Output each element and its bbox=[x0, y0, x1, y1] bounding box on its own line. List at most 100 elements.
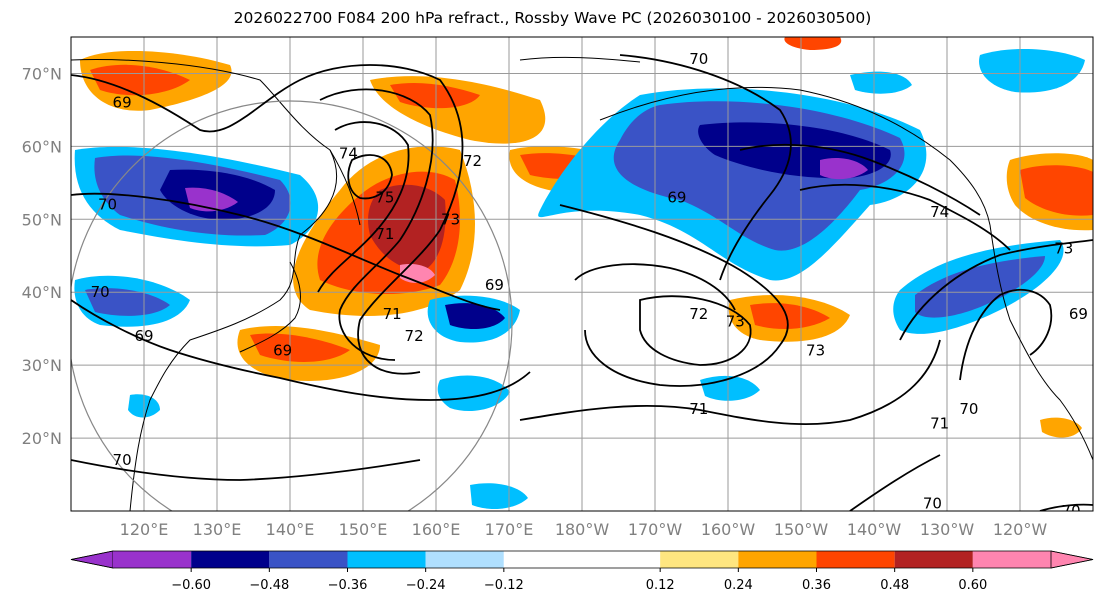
map-title: 2026022700 F084 200 hPa refract., Rossby… bbox=[233, 9, 872, 27]
positive-anomaly-region bbox=[750, 303, 830, 330]
contour-line bbox=[959, 288, 1053, 381]
colorbar-tick-label: −0.24 bbox=[406, 578, 446, 593]
colorbar-bin bbox=[347, 551, 426, 568]
longitude-tick-label: 130°W bbox=[920, 520, 975, 539]
colorbar-bin bbox=[816, 551, 895, 568]
contour-label: 70 bbox=[1062, 502, 1081, 520]
contour-line bbox=[559, 204, 789, 387]
negative-anomaly-region bbox=[979, 48, 1085, 93]
negative-anomaly-region bbox=[437, 375, 510, 412]
contour-label: 73 bbox=[441, 210, 460, 228]
longitude-tick-label: 170°W bbox=[628, 520, 683, 539]
colorbar-bin bbox=[660, 551, 739, 568]
contour-label: 73 bbox=[1054, 239, 1073, 257]
coastlines bbox=[71, 56, 1093, 511]
colorbar-tick-label: 0.48 bbox=[880, 578, 909, 593]
latitude-tick-label: 30°N bbox=[22, 356, 62, 375]
contour-label: 72 bbox=[463, 152, 482, 170]
colorbar-outline bbox=[70, 550, 1094, 569]
latitude-labels: 20°N 30°N 40°N 50°N 60°N 70°N bbox=[22, 64, 62, 448]
refractivity-contours bbox=[71, 54, 1093, 511]
colorbar-tick-label: 0.36 bbox=[802, 578, 831, 593]
longitude-labels: 120°E 130°E 140°E 150°E 160°E 170°E 180°W 170°W… bbox=[120, 520, 1048, 539]
colorbar-bin bbox=[113, 551, 192, 568]
negative-anomaly-region bbox=[850, 71, 912, 94]
contour-label: 74 bbox=[339, 145, 358, 163]
colorbar-tick-label: 0.12 bbox=[646, 578, 675, 593]
contour-label: 70 bbox=[98, 196, 117, 214]
longitude-tick-label: 150°W bbox=[774, 520, 829, 539]
contour-label: 69 bbox=[113, 94, 132, 112]
contour-label: 69 bbox=[485, 276, 504, 294]
coastline-north-america bbox=[989, 224, 1093, 461]
colorbar-extend-high bbox=[1050, 550, 1094, 569]
longitude-tick-label: 140°W bbox=[847, 520, 902, 539]
contour-line bbox=[619, 54, 792, 281]
contour-label: 73 bbox=[806, 342, 825, 360]
contour-line bbox=[519, 339, 941, 426]
colorbar-bin bbox=[269, 551, 348, 568]
longitude-tick-label: 170°E bbox=[485, 520, 534, 539]
map-gridlines bbox=[71, 37, 1093, 511]
contour-line bbox=[71, 299, 531, 401]
colorbar-extend-low bbox=[70, 550, 114, 569]
longitude-tick-label: 140°E bbox=[266, 520, 315, 539]
negative-anomaly-region bbox=[820, 158, 868, 180]
colorbar-bin bbox=[894, 551, 973, 568]
positive-anomaly-region bbox=[390, 83, 480, 109]
coastline-kamchatka bbox=[329, 149, 361, 226]
coastline-asia bbox=[71, 59, 337, 511]
negative-anomaly-region bbox=[85, 288, 170, 316]
positive-anomaly-region bbox=[784, 37, 842, 50]
colorbar-tick-label: −0.12 bbox=[484, 578, 524, 593]
contour-label: 69 bbox=[134, 327, 153, 345]
contour-label: 72 bbox=[405, 327, 424, 345]
latitude-tick-label: 60°N bbox=[22, 137, 62, 156]
contour-label: 69 bbox=[273, 342, 292, 360]
map-frame bbox=[70, 36, 1094, 512]
negative-anomaly-region bbox=[445, 303, 505, 330]
contour-label: 69 bbox=[1069, 305, 1088, 323]
contour-label: 73 bbox=[726, 312, 745, 330]
contour-line bbox=[739, 143, 981, 216]
positive-anomaly-region bbox=[1020, 165, 1093, 216]
coastline-japan bbox=[239, 261, 301, 353]
colorbar-tick-label: −0.36 bbox=[328, 578, 368, 593]
longitude-tick-label: 120°E bbox=[120, 520, 169, 539]
coastline-arctic-islands bbox=[519, 56, 641, 63]
colorbar-bin bbox=[738, 551, 817, 568]
colorbar-bin bbox=[191, 551, 270, 568]
longitude-tick-label: 160°W bbox=[701, 520, 756, 539]
colorbar-labels: −0.60 −0.48 −0.36 −0.24 −0.12 0.12 0.24 0.36 0.4… bbox=[171, 568, 987, 593]
contour-label: 71 bbox=[383, 305, 402, 323]
colorbar-tick-label: 0.24 bbox=[724, 578, 753, 593]
longitude-tick-label: 150°E bbox=[339, 520, 388, 539]
contour-line bbox=[71, 459, 421, 481]
colorbar-tick-label: −0.60 bbox=[171, 578, 211, 593]
colorbar-tick-label: −0.48 bbox=[249, 578, 289, 593]
contour-line bbox=[899, 239, 1093, 341]
contour-line bbox=[319, 88, 434, 361]
contour-label: 70 bbox=[91, 283, 110, 301]
latitude-tick-label: 50°N bbox=[22, 210, 62, 229]
latitude-tick-label: 70°N bbox=[22, 64, 62, 83]
reference-circle bbox=[71, 100, 513, 511]
contour-label: 70 bbox=[959, 400, 978, 418]
contour-line bbox=[347, 154, 393, 200]
colorbar bbox=[70, 550, 1094, 569]
colorbar-bin bbox=[972, 551, 1051, 568]
positive-anomaly-region bbox=[1040, 417, 1082, 438]
contour-line bbox=[574, 263, 736, 311]
contour-label: 75 bbox=[375, 188, 394, 206]
contour-label: 70 bbox=[923, 495, 942, 513]
coastline-alaska bbox=[599, 86, 991, 226]
colorbar-bin bbox=[425, 551, 504, 568]
contour-line bbox=[71, 192, 501, 311]
positive-anomaly-region bbox=[250, 333, 350, 362]
contour-line bbox=[317, 121, 410, 293]
contour-label: 71 bbox=[689, 400, 708, 418]
latitude-tick-label: 40°N bbox=[22, 283, 62, 302]
